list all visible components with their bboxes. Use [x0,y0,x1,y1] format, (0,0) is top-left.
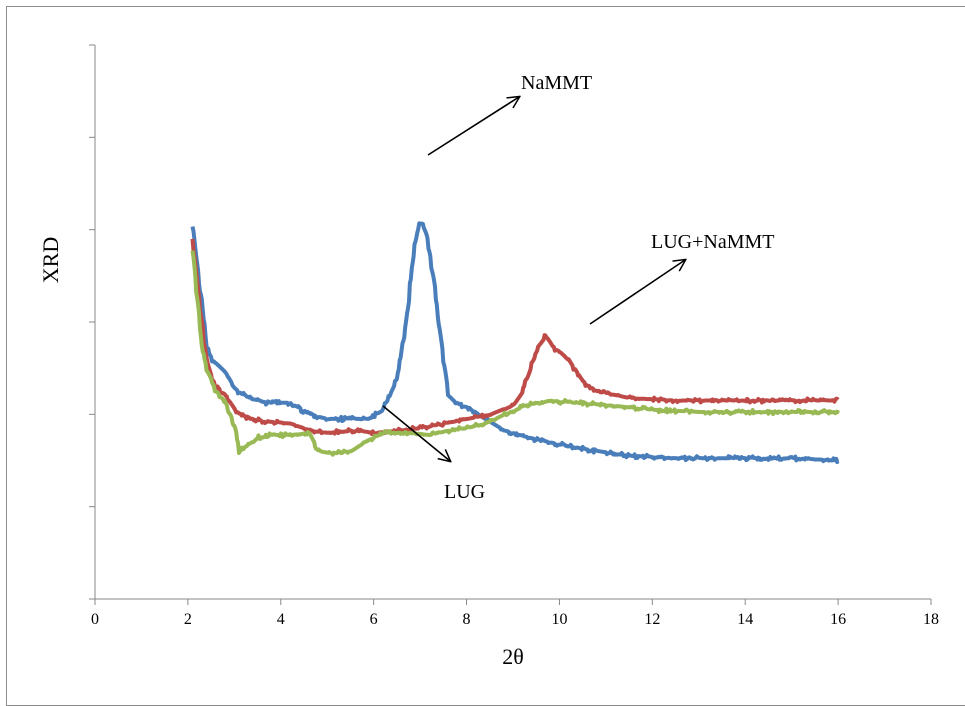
annotation-lug: LUG [444,481,485,503]
annotation-lug-nammt: LUG+NaMMT [651,231,775,253]
x-tick-label: 6 [370,611,378,628]
arrow-nammt [427,97,519,156]
x-tick-label: 18 [923,611,939,628]
series-lug [190,250,840,457]
x-tick-label: 4 [277,611,285,628]
x-ticks [94,599,932,605]
y-axis-title: XRD [38,237,63,283]
x-tick-label: 2 [184,611,192,628]
annotation-arrows [382,97,685,461]
x-tick-label: 0 [91,611,99,628]
x-tick-labels: 0 2 4 6 8 10 12 14 16 18 [91,611,939,628]
x-tick-label: 12 [644,611,660,628]
series-layer [190,221,840,465]
x-tick-label: 8 [463,611,471,628]
y-ticks [89,44,95,600]
series-lug-nammt [190,238,840,437]
x-tick-label: 16 [830,611,846,628]
x-tick-label: 10 [551,611,567,628]
axes: 0 2 4 6 8 10 12 14 16 18 [89,44,939,628]
arrow-lug-nammt [589,260,685,325]
x-tick-label: 14 [737,611,753,628]
x-axis-title: 2θ [502,644,524,669]
arrow-lug [382,405,450,461]
xrd-chart: 0 2 4 6 8 10 12 14 16 18 NaMMT LUG+NaMMT LUG 2θ X… [38,44,939,669]
series-nammt [190,221,840,465]
annotation-nammt: NaMMT [521,72,592,94]
